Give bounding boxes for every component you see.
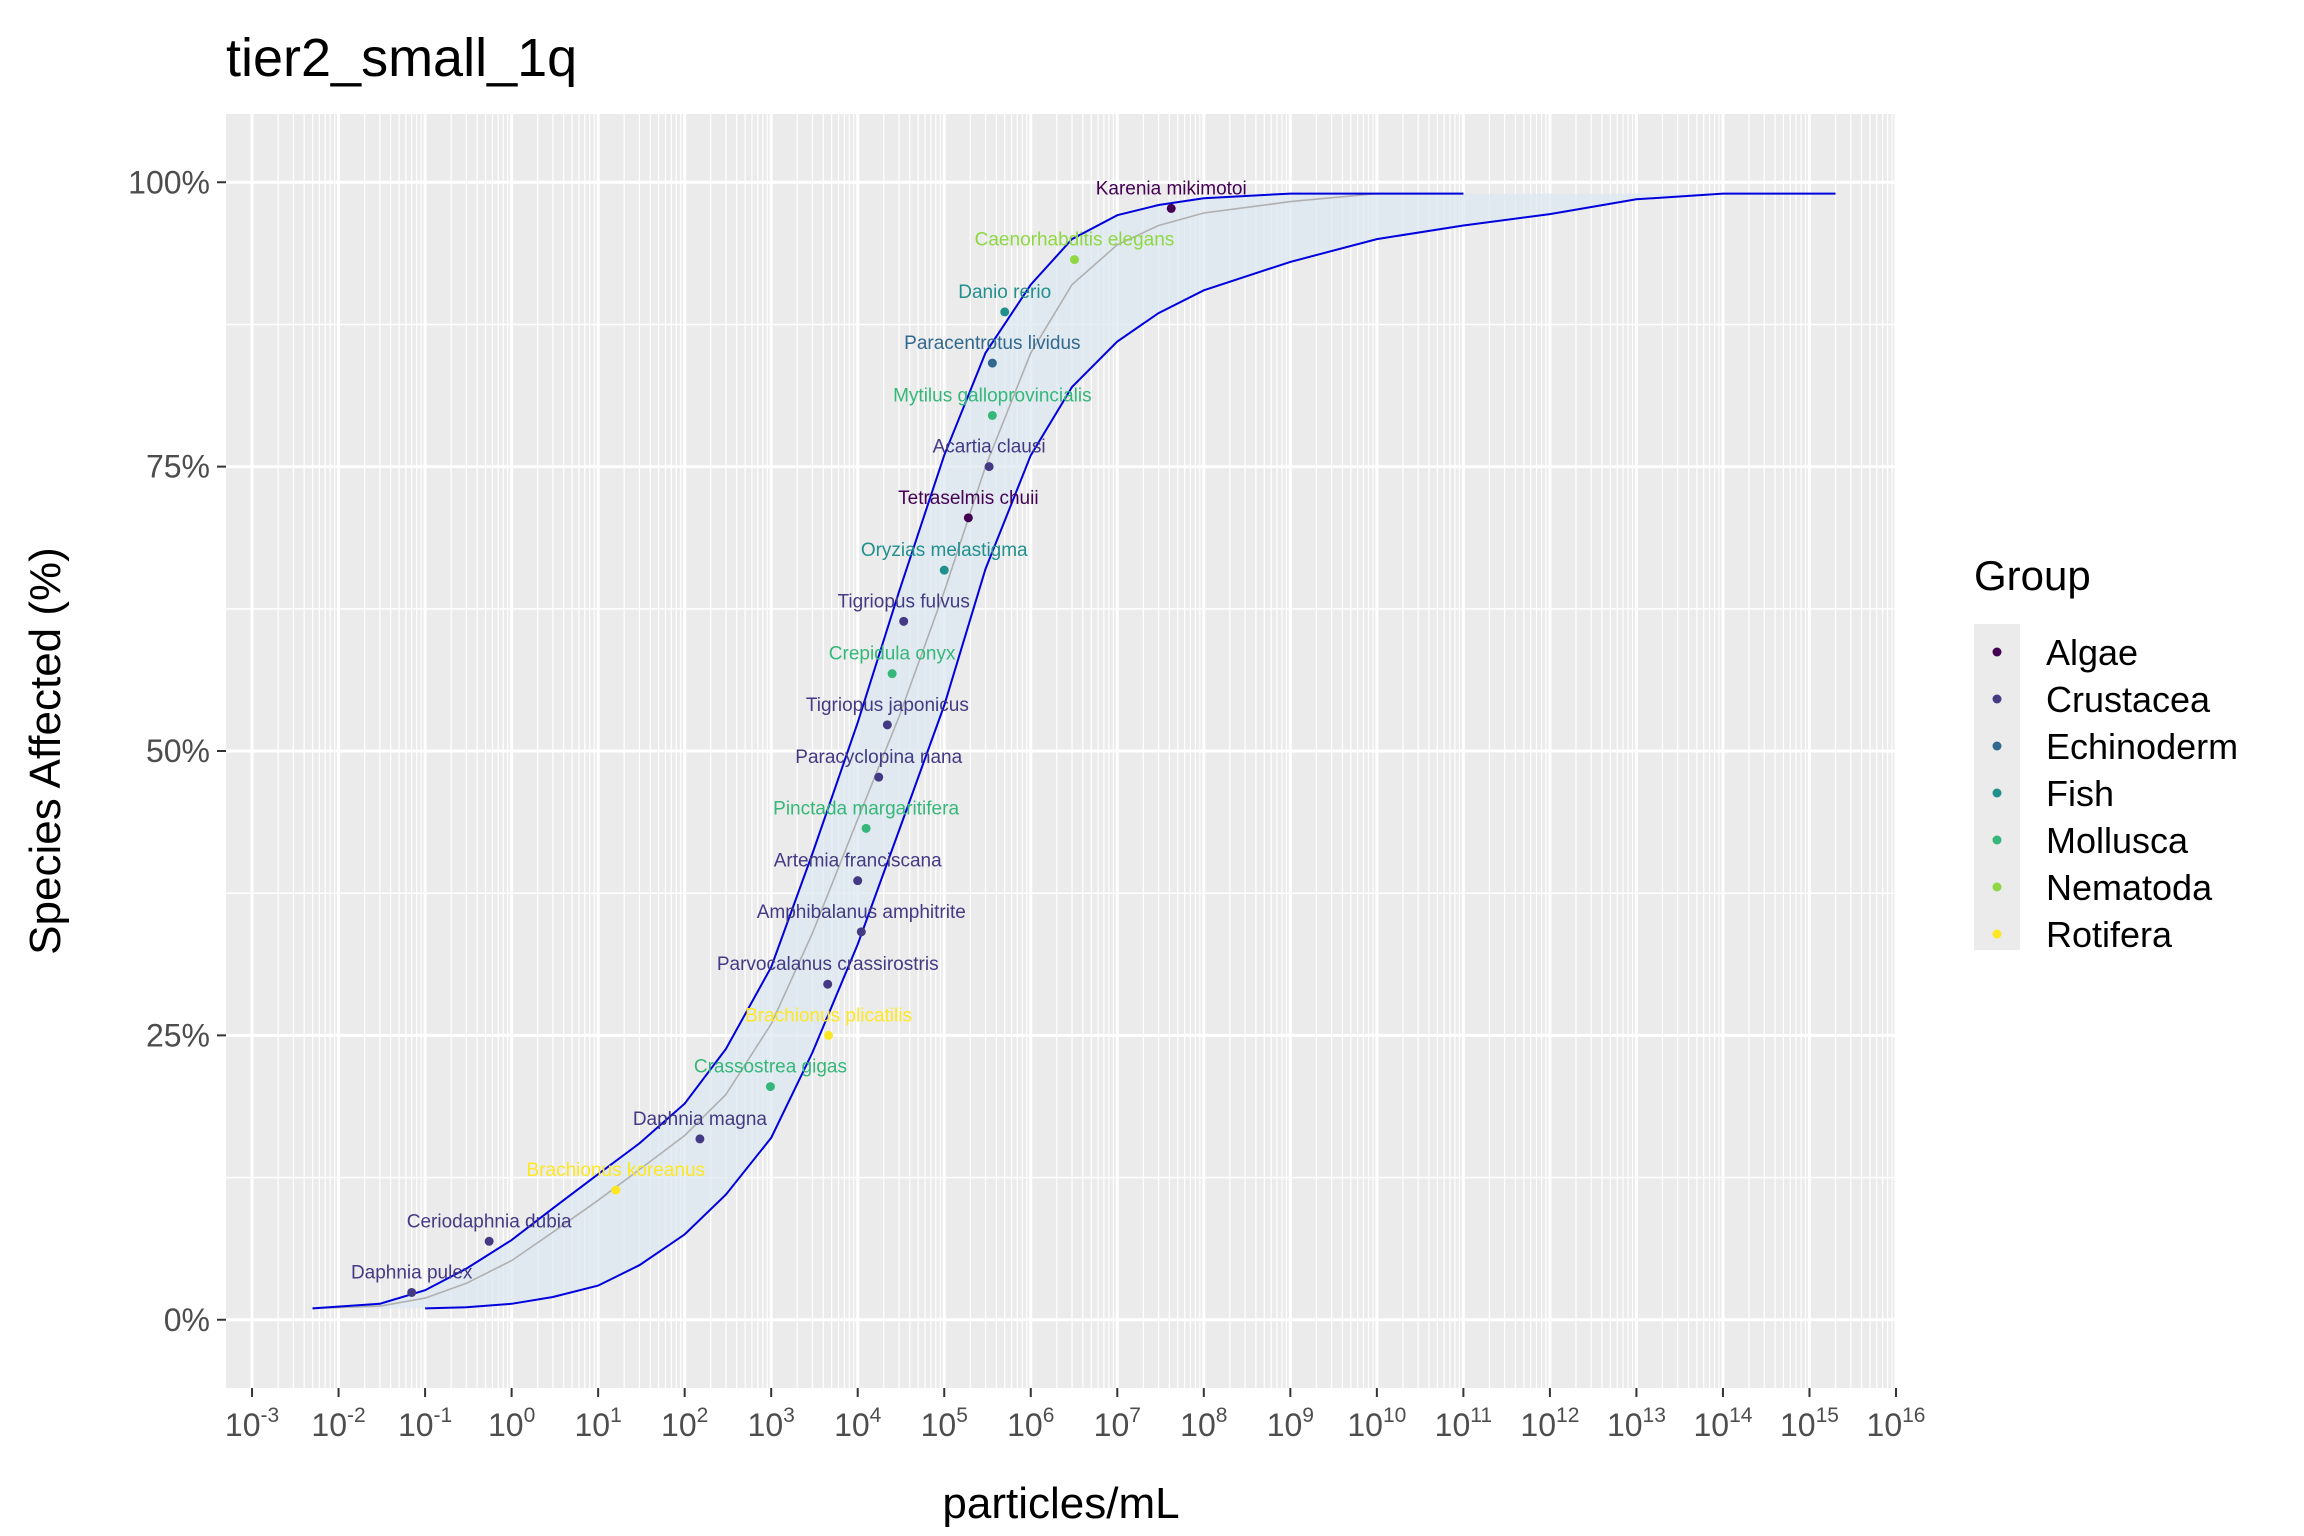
legend-label-algae: Algae xyxy=(2046,632,2138,673)
point-paracyclopina-nana xyxy=(874,772,884,782)
x-tick-label: 1013 xyxy=(1607,1404,1666,1443)
point-tigriopus-fulvus xyxy=(899,616,909,626)
point-label-oryzias-melastigma: Oryzias melastigma xyxy=(861,540,1028,561)
point-label-paracentrotus-lividus: Paracentrotus lividus xyxy=(904,333,1080,354)
x-tick-label: 106 xyxy=(1007,1404,1054,1443)
x-tick-label: 100 xyxy=(488,1404,535,1443)
point-label-parvocalanus-crassirostris: Parvocalanus crassirostris xyxy=(717,954,939,975)
legend-key-echinoderm xyxy=(1992,741,2002,751)
legend-label-fish: Fish xyxy=(2046,773,2114,814)
legend-label-nematoda: Nematoda xyxy=(2046,867,2213,908)
legend-label-crustacea: Crustacea xyxy=(2046,679,2211,720)
point-pinctada-margaritifera xyxy=(861,823,871,833)
x-tick-label: 10-1 xyxy=(398,1404,452,1443)
legend: Group Algae Crustacea Echinoderm Fish Mollus… xyxy=(1974,552,2238,955)
series-layer: Daphnia pulex Ceriodaphnia dubia Brachionu… xyxy=(312,178,1836,1310)
legend-label-echinoderm: Echinoderm xyxy=(2046,726,2238,767)
x-axis-title: particles/mL xyxy=(942,1479,1179,1528)
point-label-artemia-franciscana: Artemia franciscana xyxy=(774,851,942,872)
legend-key-background xyxy=(1974,624,2020,950)
x-tick-label: 1016 xyxy=(1867,1404,1926,1443)
x-tick-label: 1011 xyxy=(1435,1404,1492,1443)
fitted-curve xyxy=(312,192,1464,1310)
point-oryzias-melastigma xyxy=(939,565,949,575)
x-tick-label: 101 xyxy=(575,1404,622,1443)
point-paracentrotus-lividus xyxy=(987,358,997,368)
x-tick-label: 108 xyxy=(1180,1404,1227,1443)
x-tick-label: 109 xyxy=(1267,1404,1314,1443)
legend-key-crustacea xyxy=(1992,694,2002,704)
point-karenia-mikimotoi xyxy=(1166,203,1176,213)
x-tick-label: 102 xyxy=(661,1404,708,1443)
point-danio-rerio xyxy=(1000,307,1010,317)
point-label-daphnia-magna: Daphnia magna xyxy=(633,1109,768,1130)
point-label-daphnia-pulex: Daphnia pulex xyxy=(351,1262,473,1283)
point-label-pinctada-margaritifera: Pinctada margaritifera xyxy=(773,798,959,819)
point-label-crepidula-onyx: Crepidula onyx xyxy=(829,644,956,665)
point-caenorhabditis-elegans xyxy=(1069,255,1079,265)
y-tick-label: 50% xyxy=(146,733,210,769)
legend-key-algae xyxy=(1992,647,2002,657)
point-label-brachionus-plicatilis: Brachionus plicatilis xyxy=(745,1005,912,1026)
point-label-brachionus-koreanus: Brachionus koreanus xyxy=(527,1160,706,1181)
y-tick-label: 25% xyxy=(146,1017,210,1053)
point-ceriodaphnia-dubia xyxy=(484,1236,494,1246)
ci-upper-line xyxy=(312,192,1464,1310)
x-tick-label: 10-2 xyxy=(311,1404,365,1443)
legend-label-mollusca: Mollusca xyxy=(2046,820,2189,861)
point-daphnia-pulex xyxy=(407,1287,417,1297)
point-label-caenorhabditis-elegans: Caenorhabditis elegans xyxy=(975,230,1175,251)
chart-title: tier2_small_1q xyxy=(226,28,577,88)
point-label-danio-rerio: Danio rerio xyxy=(958,282,1051,303)
x-tick-label: 104 xyxy=(834,1404,882,1443)
point-label-amphibalanus-amphitrite: Amphibalanus amphitrite xyxy=(757,902,966,923)
legend-key-mollusca xyxy=(1992,835,2002,845)
point-brachionus-plicatilis xyxy=(824,1030,834,1040)
point-artemia-franciscana xyxy=(853,876,863,886)
point-label-tigriopus-fulvus: Tigriopus fulvus xyxy=(838,591,970,612)
point-label-ceriodaphnia-dubia: Ceriodaphnia dubia xyxy=(407,1211,572,1232)
legend-key-fish xyxy=(1992,788,2002,798)
legend-key-nematoda xyxy=(1992,882,2002,892)
point-amphibalanus-amphitrite xyxy=(856,927,866,937)
point-tigriopus-japonicus xyxy=(882,720,892,730)
ci-lower-line xyxy=(425,192,1836,1310)
legend-key-rotifera xyxy=(1992,929,2002,939)
x-tick-label: 105 xyxy=(921,1404,968,1443)
x-tick-label: 103 xyxy=(748,1404,795,1443)
y-tick-label: 100% xyxy=(128,164,210,200)
point-daphnia-magna xyxy=(695,1134,705,1144)
point-tetraselmis-chuii xyxy=(963,513,973,523)
point-crassostrea-gigas xyxy=(765,1082,775,1092)
y-axis-title: Species Affected (%) xyxy=(21,547,70,955)
y-tick-label: 75% xyxy=(146,449,210,485)
point-crepidula-onyx xyxy=(887,669,897,679)
point-label-karenia-mikimotoi: Karenia mikimotoi xyxy=(1096,178,1247,199)
point-brachionus-koreanus xyxy=(611,1185,621,1195)
x-tick-label: 1012 xyxy=(1520,1404,1579,1443)
point-label-paracyclopina-nana: Paracyclopina nana xyxy=(795,747,962,768)
legend-label-rotifera: Rotifera xyxy=(2046,914,2173,955)
point-label-mytilus-galloprovincialis: Mytilus galloprovincialis xyxy=(893,385,1092,406)
point-mytilus-galloprovincialis xyxy=(987,410,997,420)
point-parvocalanus-crassirostris xyxy=(823,979,833,989)
x-tick-label: 1010 xyxy=(1347,1404,1406,1443)
legend-title: Group xyxy=(1974,552,2091,599)
plot-panel: Daphnia pulex Ceriodaphnia dubia Brachionu… xyxy=(226,114,1898,1388)
y-tick-label: 0% xyxy=(164,1302,210,1338)
x-tick-label: 107 xyxy=(1094,1404,1141,1443)
x-tick-label: 1015 xyxy=(1780,1404,1839,1443)
legend-items: Algae Crustacea Echinoderm Fish Mollusca Nema… xyxy=(1974,624,2238,955)
point-label-tigriopus-japonicus: Tigriopus japonicus xyxy=(806,695,969,716)
point-label-acartia-clausi: Acartia clausi xyxy=(933,437,1046,458)
point-acartia-clausi xyxy=(984,462,994,472)
point-label-crassostrea-gigas: Crassostrea gigas xyxy=(694,1057,847,1078)
point-label-tetraselmis-chuii: Tetraselmis chuii xyxy=(898,488,1038,509)
x-tick-label: 10-3 xyxy=(225,1404,279,1443)
axes: 0% 25% 50% 75% 100% 10-3 10-2 10-1 100 101 102 103 1… xyxy=(128,164,1925,1443)
x-tick-label: 1014 xyxy=(1693,1404,1752,1443)
